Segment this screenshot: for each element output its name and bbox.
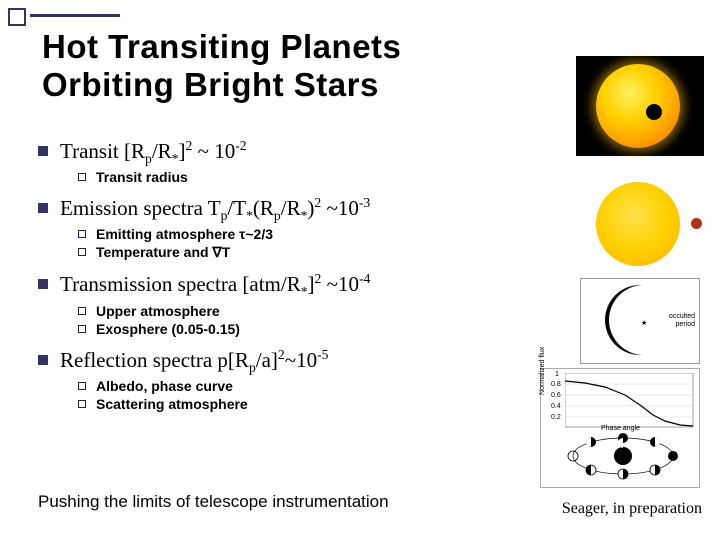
ytick: 0.2 — [551, 414, 561, 421]
orbit-svg — [551, 431, 695, 481]
square-bullet-icon — [38, 146, 48, 156]
bullet-text: Emission spectra Tp/T*(Rp/R*)2 ~10-3 — [60, 195, 370, 224]
planet-side-icon — [691, 218, 702, 229]
star-marker-icon: ★ — [641, 319, 647, 327]
sub-bullet: Exosphere (0.05-0.15) — [78, 321, 498, 337]
footer-text: Pushing the limits of telescope instrume… — [38, 492, 389, 512]
illustration-phase-curve: Normalized flux 1 0.8 0.6 0.4 0.2 Phase … — [540, 368, 700, 488]
illustration-emission — [576, 180, 704, 272]
sub-bullet-text: Exosphere (0.05-0.15) — [96, 321, 240, 337]
sub-bullet-text: Scattering atmosphere — [96, 396, 248, 412]
sub-bullet: Temperature and ∇T — [78, 244, 498, 261]
sub-bullet-text: Temperature and ∇T — [96, 244, 230, 261]
sub-bullet: Emitting atmosphere τ~2/3 — [78, 226, 498, 242]
ytick: 0.8 — [551, 381, 561, 388]
bullet-text: Reflection spectra p[Rp/a]2~10-5 — [60, 347, 329, 376]
open-square-bullet-icon — [78, 173, 86, 181]
sub-bullet-text: Transit radius — [96, 169, 188, 185]
orbit-diagram — [551, 431, 695, 481]
illustration-transit — [576, 56, 704, 156]
bullet-text: Transmission spectra [atm/R*]2 ~10-4 — [60, 271, 370, 300]
title-line-1: Hot Transiting Planets — [42, 28, 401, 65]
square-bullet-icon — [38, 355, 48, 365]
star-disk-icon — [596, 182, 680, 266]
ytick: 1 — [555, 371, 559, 378]
phase-chart — [565, 373, 695, 431]
sub-bullet: Upper atmosphere — [78, 303, 498, 319]
corner-decor-line — [30, 14, 120, 17]
open-square-bullet-icon — [78, 400, 86, 408]
square-bullet-icon — [38, 203, 48, 213]
sub-bullet: Albedo, phase curve — [78, 378, 498, 394]
ytick: 0.6 — [551, 392, 561, 399]
open-square-bullet-icon — [78, 307, 86, 315]
bullet-reflection: Reflection spectra p[Rp/a]2~10-5 — [38, 347, 498, 376]
credit-text: Seager, in preparation — [562, 500, 702, 518]
phase-curve-svg — [565, 373, 695, 431]
content-list: Transit [Rp/R*]2 ~ 10-2 Transit radius E… — [38, 128, 498, 414]
sub-bullet-text: Albedo, phase curve — [96, 378, 233, 394]
title-line-2: Orbiting Bright Stars — [42, 66, 379, 103]
bullet-transit: Transit [Rp/R*]2 ~ 10-2 — [38, 138, 498, 167]
sub-bullet: Transit radius — [78, 169, 498, 185]
square-bullet-icon — [38, 279, 48, 289]
slide-title: Hot Transiting Planets Orbiting Bright S… — [42, 28, 401, 104]
illustration-transmission: ★ occulted period — [580, 278, 700, 364]
illus-label: occulted — [669, 313, 695, 320]
sub-bullet-text: Upper atmosphere — [96, 303, 220, 319]
bullet-text: Transit [Rp/R*]2 ~ 10-2 — [60, 138, 247, 167]
open-square-bullet-icon — [78, 230, 86, 238]
open-square-bullet-icon — [78, 248, 86, 256]
sub-bullet: Scattering atmosphere — [78, 396, 498, 412]
transiting-planet-icon — [646, 104, 662, 120]
bullet-transmission: Transmission spectra [atm/R*]2 ~10-4 — [38, 271, 498, 300]
open-square-bullet-icon — [78, 325, 86, 333]
y-axis-label: Normalized flux — [539, 347, 546, 395]
open-square-bullet-icon — [78, 382, 86, 390]
illus-label: period — [676, 321, 695, 328]
star-disk-icon — [596, 64, 680, 148]
sub-bullet-text: Emitting atmosphere τ~2/3 — [96, 226, 273, 242]
bullet-emission: Emission spectra Tp/T*(Rp/R*)2 ~10-3 — [38, 195, 498, 224]
corner-decor-box — [8, 8, 26, 26]
ytick: 0.4 — [551, 403, 561, 410]
